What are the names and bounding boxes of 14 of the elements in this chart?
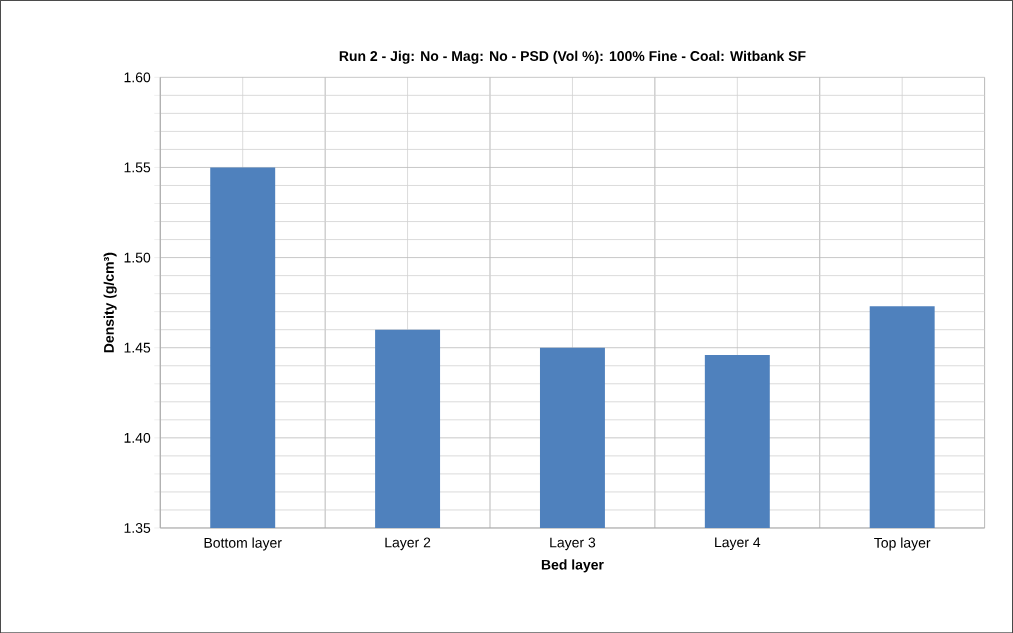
x-tick-label: Layer 2 (385, 537, 431, 551)
y-tick-label: 1.55 (124, 162, 151, 173)
chart-title: Run 2 - Jig: No - Mag: No - PSD (Vol %): 100% Fine - Coal: Witbank SF (339, 50, 806, 64)
y-tick-label: 1.35 (124, 522, 151, 533)
y-tick-label: 1.50 (124, 252, 151, 263)
y-tick-label: 1.60 (124, 72, 151, 83)
x-tick-label: Top layer (874, 537, 931, 551)
y-tick-label: 1.45 (124, 342, 151, 353)
x-tick-label: Layer 4 (715, 537, 761, 550)
y-tick-label: 1.40 (124, 432, 151, 443)
y-axis-title: Density (g/cm³) (103, 252, 117, 353)
x-tick-label: Bottom layer (204, 537, 282, 551)
x-tick-label: Layer 3 (550, 537, 596, 551)
x-axis-title: Bed layer (541, 559, 604, 573)
